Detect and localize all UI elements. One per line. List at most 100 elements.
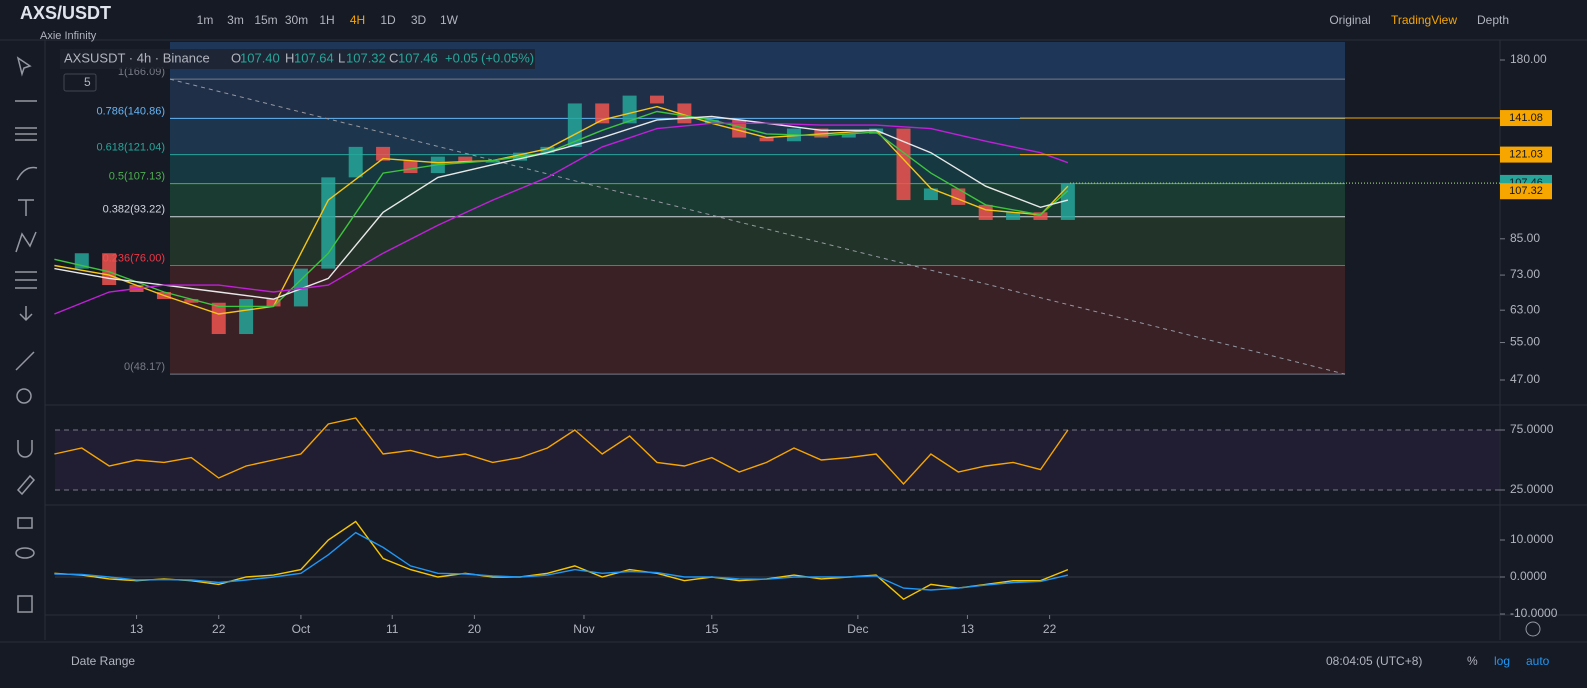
- percent-toggle[interactable]: %: [1467, 654, 1478, 668]
- visibility-tool[interactable]: [15, 547, 35, 559]
- symbol[interactable]: AXS/USDT: [20, 3, 111, 23]
- fib-zone: [170, 216, 1345, 266]
- moving-average: [54, 115, 1069, 300]
- brush-tool[interactable]: [16, 166, 38, 181]
- legend-h-label: H: [285, 50, 294, 65]
- candle: [759, 137, 774, 142]
- trend-line: [169, 78, 1346, 375]
- delete-tool[interactable]: [17, 595, 33, 613]
- view-tab[interactable]: Original: [1329, 13, 1370, 27]
- fib-label: 0.786(140.86): [97, 105, 166, 117]
- candle: [814, 128, 829, 138]
- legend-l: 107.32: [346, 50, 386, 65]
- y-tick-label: 63.00: [1510, 302, 1540, 316]
- candle: [1006, 212, 1021, 220]
- macd-line: [54, 520, 1069, 601]
- x-tick-label: 22: [212, 622, 226, 636]
- candle: [458, 156, 473, 163]
- x-tick-label: 20: [468, 622, 482, 636]
- interval-button[interactable]: 1W: [440, 13, 459, 27]
- candle: [1033, 212, 1048, 220]
- legend-o-label: O: [231, 50, 241, 65]
- candle: [732, 119, 747, 138]
- settings[interactable]: [1525, 621, 1541, 637]
- candle: [184, 299, 199, 303]
- y-tick-label: 25.0000: [1510, 482, 1554, 496]
- interval-button[interactable]: 4H: [350, 13, 365, 27]
- candle: [1060, 182, 1075, 220]
- moving-average: [54, 122, 1069, 315]
- x-tick-label: 11: [386, 622, 399, 636]
- rsi-band: [55, 430, 1500, 490]
- channel-tool[interactable]: [15, 127, 37, 141]
- candle: [896, 128, 911, 201]
- x-tick-label: Oct: [292, 622, 311, 636]
- candle: [403, 160, 418, 174]
- x-tick-label: Dec: [847, 622, 868, 636]
- log-toggle[interactable]: log: [1494, 654, 1510, 668]
- auto-toggle[interactable]: auto: [1526, 654, 1550, 668]
- x-tick-label: 13: [961, 622, 975, 636]
- cursor-tool[interactable]: [16, 56, 32, 77]
- candle: [376, 146, 391, 161]
- legend-c: 107.46: [398, 50, 438, 65]
- price-tag-label: 121.03: [1509, 148, 1543, 160]
- y-tick-label: 10.0000: [1510, 532, 1554, 546]
- interval-button[interactable]: 1H: [319, 13, 334, 27]
- price-tag-label: 107.32: [1509, 185, 1543, 197]
- macd-line: [54, 531, 1069, 591]
- interval-button[interactable]: 15m: [254, 13, 277, 27]
- more-tool[interactable]: [19, 306, 33, 322]
- y-tick-label: 55.00: [1510, 335, 1540, 349]
- y-tick-label: 180.00: [1510, 52, 1547, 66]
- view-tab[interactable]: Depth: [1477, 13, 1509, 27]
- interval-button[interactable]: 30m: [285, 13, 308, 27]
- magnet-tool[interactable]: [17, 440, 33, 458]
- candle: [211, 302, 226, 335]
- candle: [266, 299, 281, 307]
- candle: [102, 253, 117, 286]
- candle: [923, 188, 938, 201]
- moving-average: [54, 110, 1069, 308]
- fib-label: 0.236(76.00): [103, 252, 165, 264]
- legend-bg: [60, 49, 535, 69]
- candle: [622, 95, 637, 124]
- interval-button[interactable]: 3m: [227, 13, 244, 27]
- fib-label: 1(166.09): [118, 66, 165, 78]
- pattern-tool[interactable]: [15, 231, 37, 253]
- y-tick-label: 0.0000: [1510, 569, 1547, 583]
- interval-button[interactable]: 1m: [197, 13, 214, 27]
- edit-tool[interactable]: [16, 474, 36, 496]
- left-toolbar: [15, 56, 38, 613]
- ruler-tool[interactable]: [15, 351, 35, 371]
- lock-tool[interactable]: [17, 517, 33, 529]
- y-tick-label: 73.00: [1510, 267, 1540, 281]
- legend-change: +0.05: [445, 50, 478, 65]
- candle: [650, 95, 664, 104]
- fib-zone: [170, 265, 1345, 375]
- y-tick-label: 75.0000: [1510, 422, 1554, 436]
- x-tick-label: 22: [1043, 622, 1057, 636]
- moving-average: [54, 105, 1069, 315]
- zoom-tool[interactable]: [16, 388, 32, 404]
- fib-tool[interactable]: [15, 271, 37, 289]
- candle: [567, 103, 582, 147]
- text-tool[interactable]: [18, 199, 34, 216]
- candle: [321, 177, 336, 269]
- price-tag: [1500, 183, 1552, 200]
- candle: [540, 146, 555, 153]
- x-tick-label: 13: [130, 622, 144, 636]
- fib-zone: [170, 79, 1345, 119]
- y-tick-label: 85.00: [1510, 231, 1540, 245]
- interval-button[interactable]: 3D: [411, 13, 427, 27]
- fib-zone: [170, 154, 1345, 184]
- clock: 08:04:05 (UTC+8): [1326, 654, 1422, 668]
- x-tick-label: Nov: [573, 622, 594, 636]
- date-range[interactable]: Date Range: [71, 654, 135, 668]
- interval-button[interactable]: 1D: [380, 13, 396, 27]
- view-tab[interactable]: TradingView: [1391, 13, 1457, 27]
- indicator-toggle[interactable]: [63, 73, 97, 92]
- candle: [239, 299, 254, 335]
